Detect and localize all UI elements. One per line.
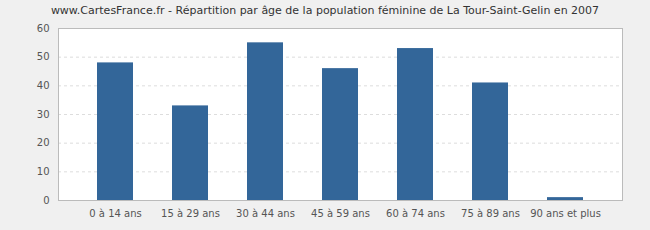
svg-text:75 à 89 ans: 75 à 89 ans xyxy=(461,208,520,219)
svg-text:40: 40 xyxy=(37,80,50,91)
svg-text:90 ans et plus: 90 ans et plus xyxy=(530,208,601,219)
svg-text:30 à 44 ans: 30 à 44 ans xyxy=(236,208,295,219)
svg-text:10: 10 xyxy=(37,166,50,177)
html-text:www.CartesFrance.fr - Répartit: www.CartesFrance.fr - Répartition par âg… xyxy=(50,4,600,17)
svg-text:15 à 29 ans: 15 à 29 ans xyxy=(161,208,220,219)
svg-text:30: 30 xyxy=(37,109,50,120)
svg-text:45 à 59 ans: 45 à 59 ans xyxy=(311,208,370,219)
svg-text:0 à 14 ans: 0 à 14 ans xyxy=(89,208,141,219)
svg-text:0: 0 xyxy=(43,195,49,206)
svg-text:50: 50 xyxy=(37,51,50,62)
svg-text:60 à 74 ans: 60 à 74 ans xyxy=(386,208,445,219)
svg-text:60: 60 xyxy=(37,23,50,34)
svg-text:20: 20 xyxy=(37,137,50,148)
